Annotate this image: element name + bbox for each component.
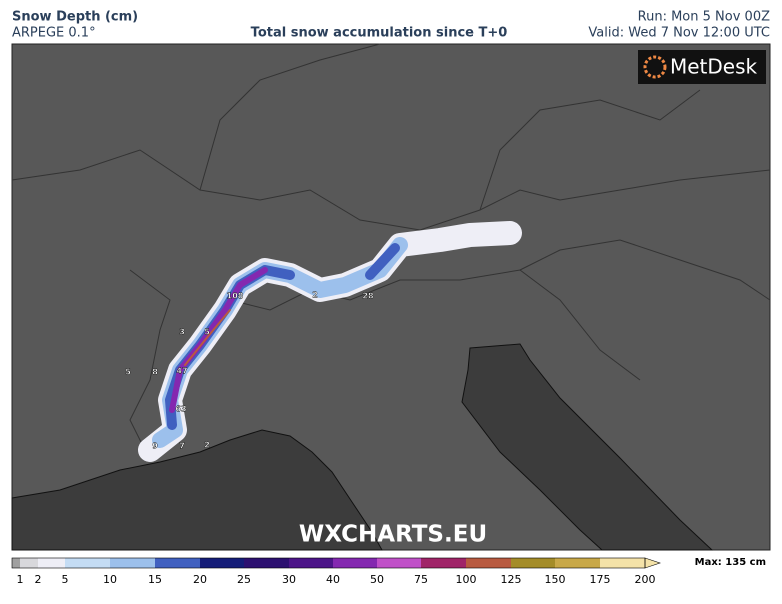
colorbar-bin [155, 558, 200, 568]
border [229, 269, 641, 381]
valid: Valid: Wed 7 Nov 12:00 UTC [588, 26, 770, 41]
colorbar-frame [11, 557, 646, 569]
run: Run: Mon 5 Nov 00Z [638, 10, 770, 25]
border [199, 43, 381, 191]
point-label: 9 [152, 442, 158, 451]
point-label: 2 [312, 291, 318, 300]
logo-icon [643, 55, 667, 79]
colorbar-label: 1 [17, 573, 24, 586]
colorbar-label: 40 [326, 573, 340, 586]
colorbar-label: 100 [456, 573, 477, 586]
colorbar-label: 75 [414, 573, 428, 586]
snow [138, 221, 522, 462]
colorbar-bin [600, 558, 645, 568]
colorbar-bin [200, 558, 244, 568]
ligurian-sea [11, 429, 383, 551]
model: ARPEGE 0.1° [12, 26, 96, 41]
point-label: 63 [175, 405, 186, 414]
colorbar-bin [38, 558, 65, 568]
watermark: WXCHARTS.EU [299, 522, 487, 548]
snow-area [184, 309, 231, 366]
colorbar-label: 125 [501, 573, 522, 586]
point-label: 8 [152, 368, 158, 377]
colorbar-label: 20 [193, 573, 207, 586]
border [129, 269, 171, 461]
point-label: 5 [204, 328, 210, 337]
point-label: 5 [125, 368, 131, 377]
colorbar-label: 150 [545, 573, 566, 586]
colorbar-label: 200 [635, 573, 656, 586]
point-labels: 108 2 28 3 5 5 8 47 63 9 7 2 [125, 290, 374, 451]
colorbar: 1 2 5 10 15 20 25 30 40 50 75 100 125 150 175 200 [11, 557, 661, 586]
colorbar-label: 25 [237, 573, 251, 586]
point-label: 3 [179, 328, 185, 337]
colorbar-label: 10 [103, 573, 117, 586]
colorbar-arrow [644, 557, 661, 569]
logo: MetDesk [670, 55, 758, 79]
colorbar-bin [65, 558, 110, 568]
colorbar-label: 30 [282, 573, 296, 586]
point-label: 47 [176, 367, 187, 376]
colorbar-under [12, 558, 20, 568]
colorbar-bin [289, 558, 333, 568]
colorbar-bin [110, 558, 155, 568]
point-label: 108 [227, 292, 244, 301]
colorbar-label: 175 [590, 573, 611, 586]
point-label: 2 [204, 441, 210, 450]
colorbar-label: 15 [148, 573, 162, 586]
point-label: 7 [179, 442, 185, 451]
colorbar-label: 50 [370, 573, 384, 586]
colorbar-bin [20, 558, 38, 568]
logo-bg [638, 50, 766, 84]
colorbar-label: 5 [62, 573, 69, 586]
title: Snow Depth (cm) [12, 10, 138, 25]
border [479, 89, 701, 211]
snow-area [169, 267, 268, 413]
adriatic-sea [461, 343, 714, 551]
colorbar-bin [511, 558, 555, 568]
colorbar-bin [421, 558, 466, 568]
colorbar-bin [466, 558, 511, 568]
colorbar-bin [555, 558, 600, 568]
colorbar-bin [244, 558, 289, 568]
border [519, 239, 771, 301]
logo-box: MetDesk [638, 50, 766, 84]
colorbar-label: 2 [35, 573, 42, 586]
colorbar-bin [377, 558, 421, 568]
subtitle: Total snow accumulation since T+0 [251, 26, 508, 41]
land [11, 43, 771, 551]
borders [11, 43, 771, 461]
border [11, 149, 771, 231]
colorbar-bin [333, 558, 377, 568]
max-label: Max: 135 cm [695, 557, 766, 568]
map: 108 2 28 3 5 5 8 47 63 9 7 2 MetDesk WXCHARTS.EU [11, 43, 771, 551]
point-label: 28 [362, 292, 374, 301]
